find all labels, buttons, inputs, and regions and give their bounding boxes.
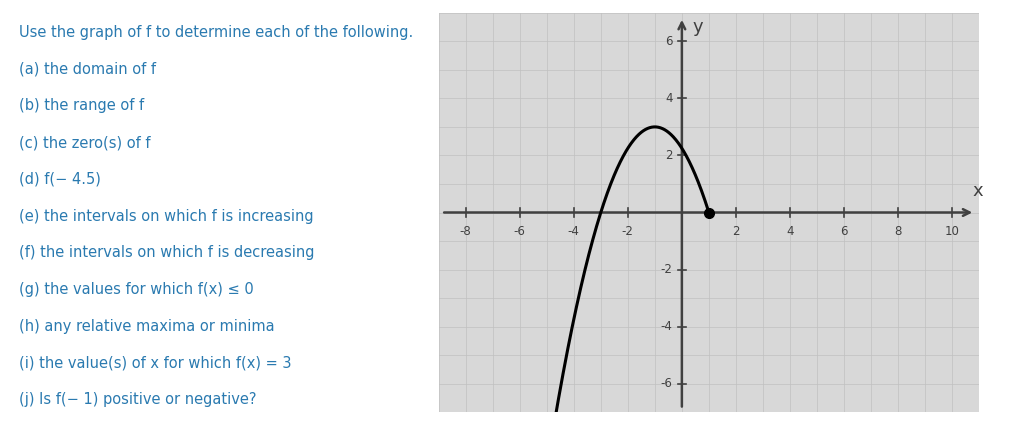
Text: (h) any relative maxima or minima: (h) any relative maxima or minima xyxy=(18,319,274,334)
Text: Use the graph of f to determine each of the following.: Use the graph of f to determine each of … xyxy=(18,25,413,40)
Text: 4: 4 xyxy=(786,225,793,238)
Text: -4: -4 xyxy=(568,225,579,238)
Text: 4: 4 xyxy=(664,92,672,105)
Text: (a) the domain of f: (a) the domain of f xyxy=(18,62,156,77)
Text: (i) the value(s) of x for which f(x) = 3: (i) the value(s) of x for which f(x) = 3 xyxy=(18,355,291,370)
Text: 2: 2 xyxy=(664,149,672,162)
Text: -2: -2 xyxy=(660,263,672,276)
Text: -6: -6 xyxy=(514,225,525,238)
Text: (b) the range of f: (b) the range of f xyxy=(18,99,144,113)
Text: -2: -2 xyxy=(622,225,633,238)
Text: (c) the zero(s) of f: (c) the zero(s) of f xyxy=(18,135,150,150)
Text: -4: -4 xyxy=(660,320,672,333)
Text: 6: 6 xyxy=(840,225,847,238)
Text: (g) the values for which f(x) ≤ 0: (g) the values for which f(x) ≤ 0 xyxy=(18,282,254,297)
Text: 10: 10 xyxy=(944,225,959,238)
Text: (e) the intervals on which f is increasing: (e) the intervals on which f is increasi… xyxy=(18,209,313,224)
Text: 8: 8 xyxy=(894,225,901,238)
Text: x: x xyxy=(971,181,982,200)
Text: (f) the intervals on which f is decreasing: (f) the intervals on which f is decreasi… xyxy=(18,245,314,260)
Text: 2: 2 xyxy=(732,225,739,238)
Text: -8: -8 xyxy=(460,225,471,238)
Text: (d) f(− 4.5): (d) f(− 4.5) xyxy=(18,172,101,187)
Text: y: y xyxy=(692,18,703,37)
Text: 6: 6 xyxy=(664,35,672,48)
Text: -6: -6 xyxy=(660,377,672,390)
Text: (j) Is f(− 1) positive or negative?: (j) Is f(− 1) positive or negative? xyxy=(18,392,256,407)
